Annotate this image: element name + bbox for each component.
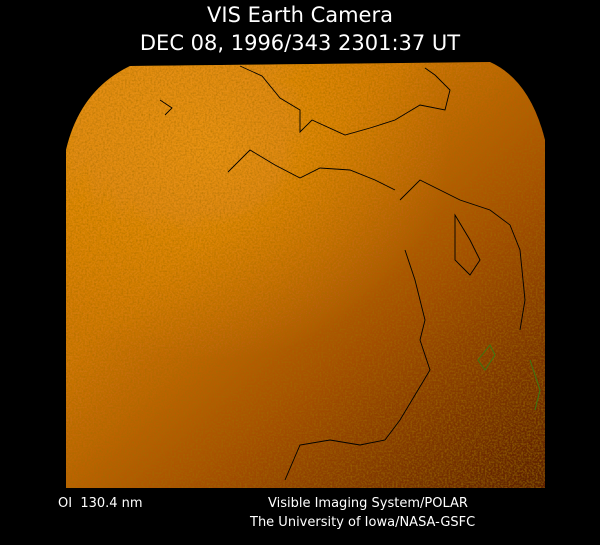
wavelength: OI 130.4 nm bbox=[58, 496, 143, 511]
timestamp: DEC 08, 1996/343 2301:37 UT bbox=[140, 31, 460, 55]
instrument: Visible Imaging System/POLAR bbox=[268, 496, 468, 511]
coastline-green bbox=[477, 344, 541, 411]
earth-image bbox=[66, 62, 545, 488]
title: VIS Earth Camera bbox=[207, 3, 393, 27]
coastlines bbox=[159, 65, 526, 481]
credit: The University of Iowa/NASA-GSFC bbox=[249, 515, 475, 530]
